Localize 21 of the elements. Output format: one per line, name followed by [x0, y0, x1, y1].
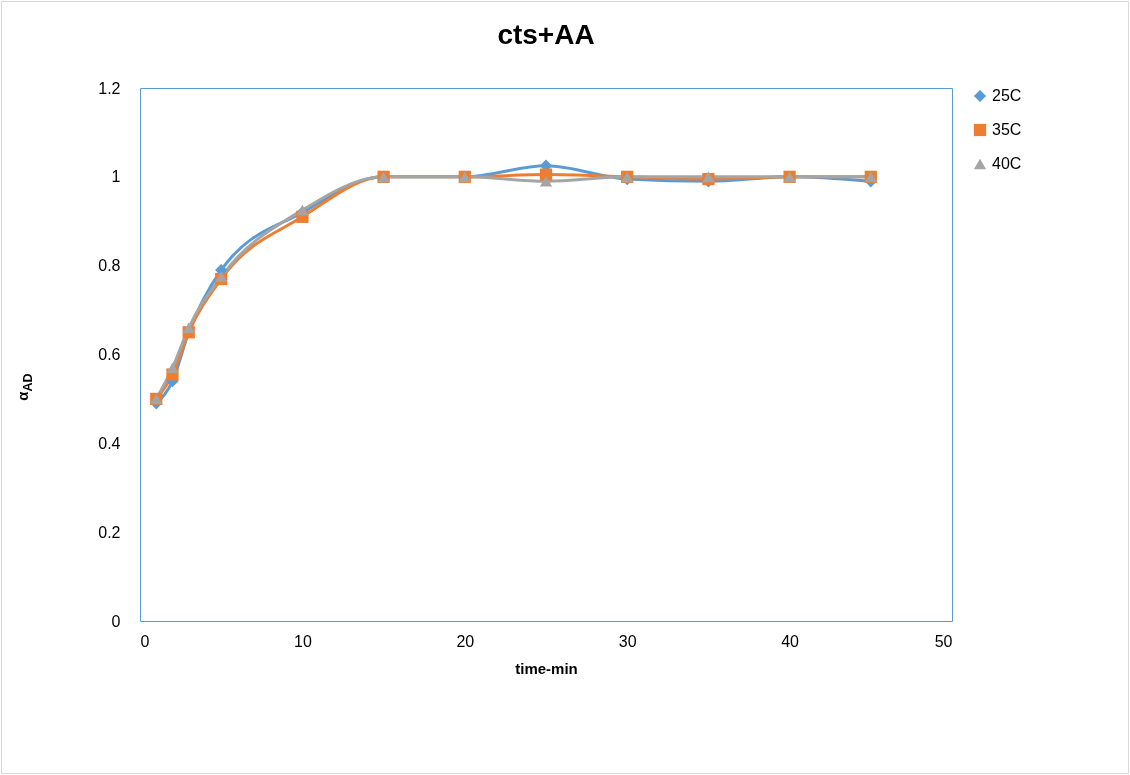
- y-tick-label: 0.2: [98, 523, 121, 541]
- legend-label: 35C: [992, 121, 1022, 138]
- x-tick-label: 20: [456, 632, 475, 650]
- x-tick-label: 40: [781, 632, 800, 650]
- point: [182, 322, 195, 334]
- y-tick-label: 0.4: [98, 434, 121, 452]
- legend-label: 40C: [992, 155, 1022, 172]
- y-tick-label: 0.8: [98, 257, 121, 275]
- y-tick-label: 0: [111, 612, 121, 630]
- y-tick-label: 0.6: [98, 346, 121, 363]
- point: [166, 362, 179, 374]
- x-tick-label: 30: [618, 632, 637, 650]
- chart-title: cts+AA: [497, 19, 595, 50]
- x-tick-label: 0: [140, 632, 150, 650]
- x-tick-label: 10: [294, 632, 312, 650]
- y-tick-label: 1: [111, 168, 121, 186]
- point: [539, 175, 553, 187]
- legend-label: 25C: [992, 87, 1022, 104]
- x-axis-title: time-min: [515, 659, 578, 677]
- y-tick-label: 1.2: [98, 79, 121, 97]
- x-tick-label: 50: [934, 632, 953, 650]
